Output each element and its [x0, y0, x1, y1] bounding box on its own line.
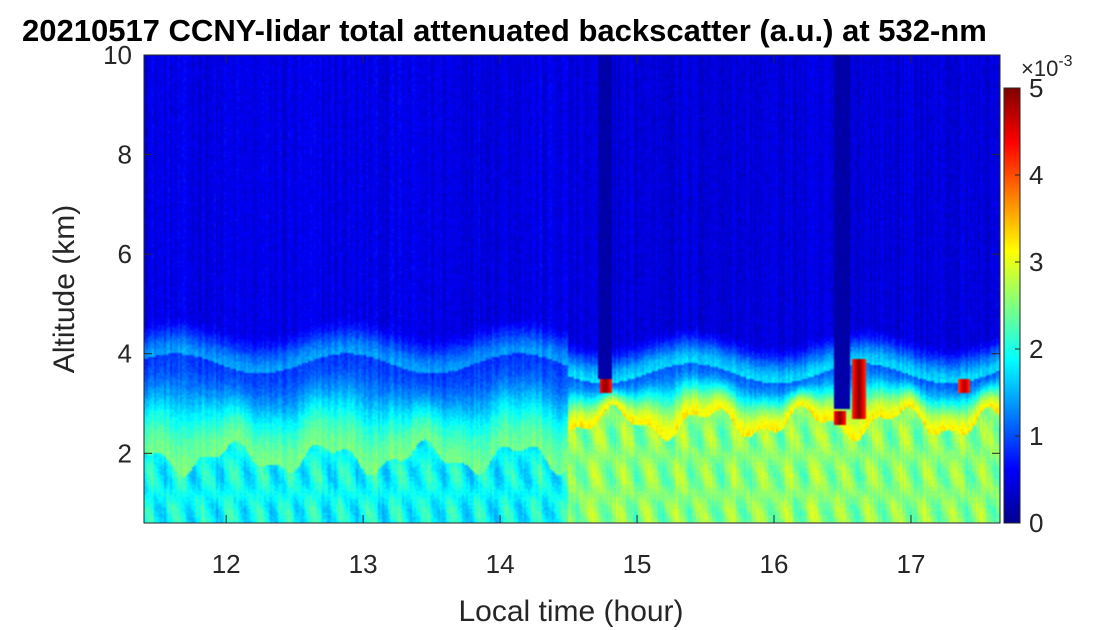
x-axis-label: Local time (hour) — [458, 595, 683, 628]
y-axis-label: Altitude (km) — [48, 205, 81, 373]
colorbar-gradient — [1003, 87, 1021, 524]
colorbar: 0 1 2 3 4 5 ×10-3 — [1003, 53, 1073, 538]
colorbar-tick-label: 2 — [1029, 334, 1043, 364]
x-tick-label: 16 — [760, 549, 789, 579]
y-tick-label: 2 — [118, 438, 132, 468]
colorbar-tick-label: 1 — [1029, 421, 1043, 451]
chart-title: 20210517 CCNY-lidar total attenuated bac… — [22, 13, 987, 48]
colorbar-multiplier-base: ×10 — [1021, 56, 1058, 81]
axes: 12 13 14 15 16 17 2 4 6 8 10 — [103, 40, 1001, 579]
heatmap-area — [144, 55, 1000, 523]
colorbar-multiplier: ×10-3 — [1021, 53, 1073, 81]
colorbar-tick-label: 5 — [1029, 73, 1043, 103]
colorbar-multiplier-exponent: -3 — [1058, 53, 1072, 70]
colorbar-tick-label: 3 — [1029, 247, 1043, 277]
y-tick-label: 8 — [118, 140, 132, 170]
y-tick-label: 6 — [118, 239, 132, 269]
colorbar-tick-label: 0 — [1029, 508, 1043, 538]
x-tick-label: 13 — [349, 549, 378, 579]
x-tick-label: 12 — [212, 549, 241, 579]
x-tick-label: 15 — [623, 549, 652, 579]
x-tick-label: 14 — [486, 549, 515, 579]
y-tick-label: 10 — [103, 40, 132, 70]
backscatter-heatmap — [144, 55, 1000, 523]
plot-frame — [143, 54, 1001, 524]
x-tick-label: 17 — [897, 549, 926, 579]
y-tick-label: 4 — [118, 339, 132, 369]
colorbar-ticks: 0 1 2 3 4 5 — [1015, 73, 1043, 538]
colorbar-tick-label: 4 — [1029, 160, 1043, 190]
